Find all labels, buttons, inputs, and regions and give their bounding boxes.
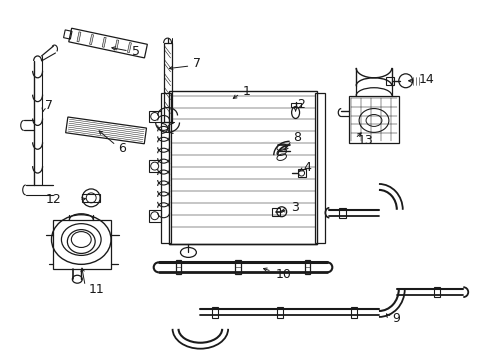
Bar	[77, 32, 81, 42]
Text: 7: 7	[44, 99, 52, 112]
Text: 6: 6	[118, 142, 125, 155]
Bar	[304, 260, 310, 274]
Text: 2: 2	[297, 98, 305, 111]
Bar	[339, 208, 346, 218]
Text: 11: 11	[88, 283, 104, 296]
Bar	[212, 307, 218, 318]
Bar	[175, 260, 181, 274]
Text: 1: 1	[243, 85, 250, 98]
Bar	[433, 287, 440, 297]
Bar	[235, 260, 241, 274]
Text: 8: 8	[293, 131, 301, 144]
Text: 4: 4	[303, 161, 311, 174]
Bar	[127, 42, 131, 53]
Bar	[65, 117, 146, 144]
Bar	[161, 93, 170, 243]
Text: 5: 5	[132, 45, 140, 58]
Bar	[63, 30, 72, 39]
Bar	[148, 210, 161, 222]
Bar	[290, 103, 300, 107]
Bar	[276, 307, 282, 318]
Bar	[348, 96, 398, 143]
Bar	[168, 91, 317, 244]
Bar	[271, 208, 279, 216]
Bar	[350, 307, 356, 318]
Bar	[315, 93, 325, 243]
Bar	[148, 111, 161, 122]
Bar	[89, 35, 93, 45]
Bar	[163, 43, 171, 122]
Text: 3: 3	[290, 201, 298, 214]
Bar	[148, 160, 161, 172]
Bar	[385, 77, 393, 85]
Text: 12: 12	[45, 193, 61, 206]
Bar	[102, 37, 106, 47]
Bar	[115, 40, 119, 50]
Bar	[297, 169, 305, 177]
Text: 13: 13	[357, 134, 373, 147]
Bar	[69, 28, 147, 58]
Bar	[53, 220, 111, 269]
Text: 14: 14	[418, 73, 433, 86]
Text: 7: 7	[193, 57, 201, 71]
Text: 10: 10	[275, 268, 291, 281]
Bar	[82, 194, 100, 202]
Text: 9: 9	[391, 312, 399, 325]
